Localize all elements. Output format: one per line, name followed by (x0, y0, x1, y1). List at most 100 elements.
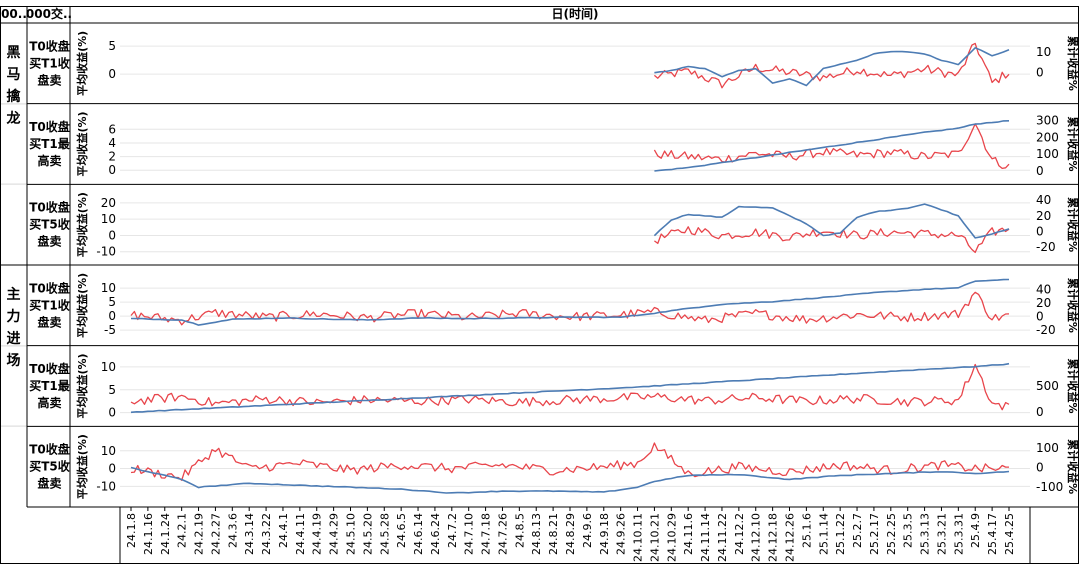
x-tick-label: 25.2.7 (851, 513, 864, 548)
right-tick-label: 20 (1036, 296, 1051, 310)
cumulative-return-series (653, 203, 1010, 239)
x-tick-label: 24.10.11 (632, 513, 645, 562)
left-axis-title: 平均收益(%) (75, 434, 89, 499)
cumulative-return-series (130, 278, 1010, 326)
left-axis-title: 平均收益(%) (75, 31, 89, 96)
x-tick-label: 25.1.6 (800, 513, 813, 548)
x-tick-label: 24.11.14 (699, 513, 712, 562)
x-tick-label: 24.4.1 (277, 513, 290, 548)
average-return-series (130, 363, 1010, 411)
right-tick-label: 0 (1036, 164, 1044, 178)
header-col2: 000交.. (26, 6, 72, 21)
panel-label: T0收盘买T1收盘卖 (29, 280, 70, 329)
average-return-series (653, 123, 1010, 170)
panel-label: T0收盘买T5收盘卖 (29, 200, 70, 249)
left-axis-title: 平均收益(%) (75, 192, 89, 257)
panel-label: T0收盘买T1最高卖 (29, 119, 71, 168)
right-tick-label: 0 (1036, 225, 1044, 239)
x-tick-label: 24.3.22 (260, 513, 273, 555)
right-tick-label: -20 (1036, 323, 1056, 337)
average-return-series (653, 42, 1010, 89)
right-tick-label: 40 (1036, 193, 1051, 207)
header-main: 日(时间) (552, 6, 599, 21)
x-tick-label: 24.10.21 (648, 513, 661, 562)
left-tick-label: 0 (108, 163, 116, 177)
cumulative-return-series (654, 47, 1010, 87)
x-tick-label: 24.9.26 (615, 513, 628, 555)
left-axis-title: 平均收益(%) (75, 111, 89, 176)
left-tick-label: -10 (96, 479, 116, 493)
x-tick-label: 24.4.19 (311, 513, 324, 555)
right-tick-label: -100 (1036, 480, 1063, 494)
left-tick-label: 0 (108, 462, 116, 476)
x-tick-label: 24.12.26 (784, 513, 797, 562)
x-tick-label: 25.1.22 (834, 513, 847, 555)
right-tick-label: 10 (1036, 45, 1051, 59)
x-tick-label: 25.4.25 (1003, 513, 1016, 555)
right-tick-label: 20 (1036, 209, 1051, 223)
x-tick-label: 25.2.25 (885, 513, 898, 555)
x-tick-label: 24.12.10 (750, 513, 763, 562)
group-label-char: 力 (7, 308, 21, 325)
x-tick-label: 24.7.18 (480, 513, 493, 555)
x-tick-label: 24.5.20 (361, 513, 374, 555)
group-label-char: 进 (7, 331, 21, 347)
x-tick-label: 24.4.11 (294, 513, 307, 555)
x-tick-label: 24.8.21 (547, 513, 560, 555)
x-tick-label: 25.3.5 (902, 513, 915, 548)
average-return-series (130, 291, 1010, 326)
left-tick-label: 0 (108, 228, 116, 242)
right-tick-label: 100 (1036, 147, 1059, 161)
x-tick-label: 24.1.8 (125, 513, 138, 548)
right-tick-label: 100 (1036, 441, 1059, 455)
x-tick-label: 24.11.6 (682, 513, 695, 555)
x-tick-label: 24.9.18 (598, 513, 611, 555)
group-label-char: 黑 (7, 45, 21, 61)
left-tick-label: 0 (108, 406, 116, 420)
left-tick-label: 10 (101, 281, 116, 295)
header-row: 00.. 000交.. 日(时间) (1, 6, 598, 21)
left-tick-label: 10 (101, 360, 116, 374)
right-tick-label: 40 (1036, 282, 1051, 296)
left-tick-label: 5 (108, 295, 116, 309)
group-label-char: 擒 (7, 88, 21, 105)
x-tick-label: 25.2.17 (868, 513, 881, 555)
right-axis-title: 累计收益% (1066, 358, 1080, 413)
x-tick-label: 24.11.22 (716, 513, 729, 562)
right-tick-label: -20 (1036, 240, 1056, 254)
right-tick-label: 0 (1036, 405, 1044, 419)
left-tick-label: 5 (108, 383, 116, 397)
x-tick-label: 24.7.2 (446, 513, 459, 548)
panel-label: T0收盘买T5收盘卖 (29, 442, 70, 491)
x-tick-label: 24.8.29 (564, 513, 577, 555)
x-tick-label: 24.8.5 (513, 513, 526, 548)
right-axis-title: 累计收益% (1066, 36, 1080, 91)
x-tick-label: 24.8.13 (530, 513, 543, 555)
outer-frame (0, 6, 1079, 564)
x-tick-label: 24.4.29 (328, 513, 341, 555)
left-tick-label: -10 (96, 245, 116, 259)
right-tick-label: 0 (1036, 461, 1044, 475)
x-tick-label: 25.3.31 (952, 513, 965, 555)
x-tick-label: 24.6.5 (395, 513, 408, 548)
group-label-char: 主 (7, 286, 21, 303)
x-tick-label: 24.10.29 (665, 513, 678, 562)
average-return-series (654, 226, 1010, 254)
left-tick-label: 2 (108, 150, 116, 164)
right-axis-title: 累计收益% (1066, 439, 1080, 494)
panel-label: T0收盘买T1最高卖 (29, 361, 71, 410)
x-tick-label: 24.6.24 (429, 513, 442, 555)
left-tick-label: 5 (108, 39, 116, 53)
cumulative-return-series (130, 362, 1010, 414)
group-label-char: 马 (7, 67, 21, 83)
right-tick-label: 200 (1036, 130, 1059, 144)
right-tick-label: 500 (1036, 379, 1059, 393)
x-tick-label: 24.5.28 (378, 513, 391, 555)
header-col1: 00.. (1, 7, 27, 21)
x-tick-label: 24.6.14 (412, 513, 425, 555)
right-tick-label: 0 (1036, 66, 1044, 80)
x-tick-label: 24.3.14 (243, 513, 256, 555)
right-axis-title: 累计收益% (1066, 278, 1080, 333)
left-tick-label: -5 (104, 323, 116, 337)
